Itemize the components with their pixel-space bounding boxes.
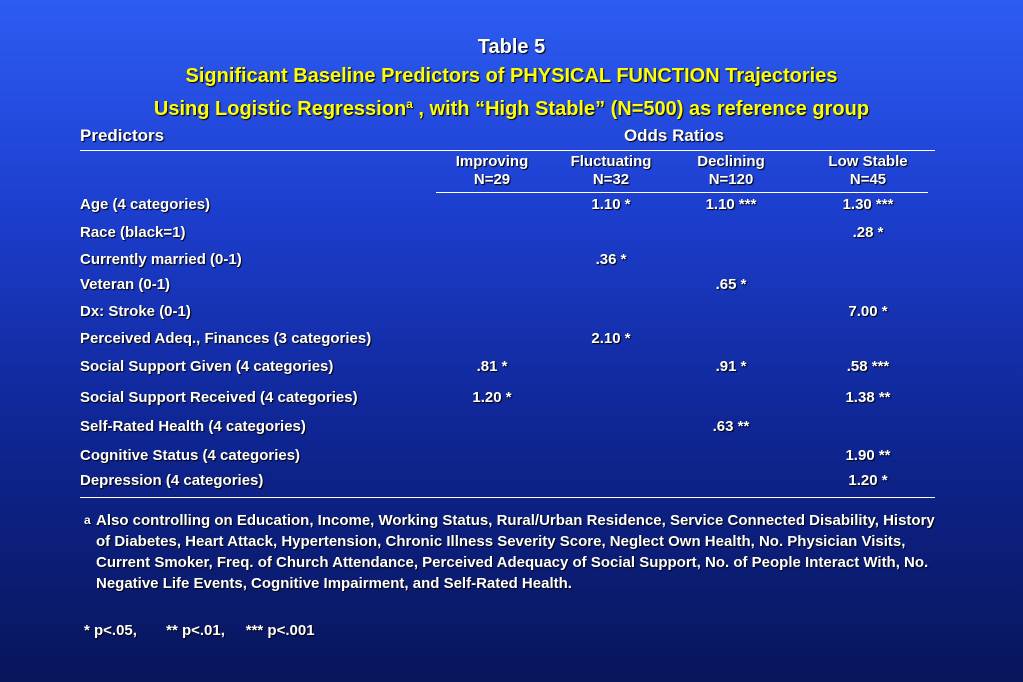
odds-ratio-cell: .36 * [595, 251, 627, 268]
table-row: Depression (4 categories) 1.20 * [0, 472, 1023, 492]
odds-ratio-cell: .58 *** [846, 358, 890, 375]
col-header-improving: Improving N=29 [432, 153, 552, 189]
col-header-n: N=29 [473, 171, 511, 188]
table-row: Currently married (0-1) .36 * [0, 251, 1023, 271]
col-header-fluctuating: Fluctuating N=32 [551, 153, 671, 189]
odds-ratio-cell: 1.90 ** [845, 447, 891, 464]
footnote: a Also controlling on Education, Income,… [84, 510, 944, 594]
odds-ratio-cell: 1.38 ** [845, 389, 891, 406]
predictor-label: Social Support Received (4 categories) [80, 389, 358, 406]
predictors-header: Predictors [80, 126, 165, 145]
predictor-label: Dx: Stroke (0-1) [80, 303, 191, 320]
table-title: Significant Baseline Predictors of PHYSI… [185, 65, 838, 87]
subheader-rule [436, 192, 928, 193]
col-header-n: N=120 [708, 171, 754, 188]
predictor-label: Depression (4 categories) [80, 472, 264, 489]
predictor-label: Cognitive Status (4 categories) [80, 447, 301, 464]
odds-ratio-cell: 1.20 * [848, 472, 888, 489]
table-subtitle: Using Logistic Regressiona , with “High … [0, 90, 1023, 124]
table-number: Table 5 [477, 36, 546, 58]
predictor-label: Race (black=1) [80, 224, 186, 241]
predictor-label: Self-Rated Health (4 categories) [80, 418, 306, 435]
col-header-name: Fluctuating [570, 153, 652, 170]
odds-ratio-cell: .81 * [476, 358, 508, 375]
table-row: Social Support Given (4 categories) .81 *… [0, 358, 1023, 378]
footnote-text: Also controlling on Education, Income, W… [96, 512, 935, 592]
footnote-mark: a [84, 513, 91, 527]
odds-ratio-cell: .91 * [715, 358, 747, 375]
table-row: Social Support Received (4 categories) 1.… [0, 389, 1023, 409]
table-row: Perceived Adeq., Finances (3 categories)… [0, 330, 1023, 350]
odds-ratio-cell: .65 * [715, 276, 747, 293]
table-row: Race (black=1) .28 * [0, 224, 1023, 244]
col-header-n: N=45 [849, 171, 887, 188]
subtitle-footnote-mark: a [406, 97, 413, 111]
table-row: Veteran (0-1) .65 * [0, 276, 1023, 296]
footer-rule [80, 497, 935, 498]
predictor-label: Perceived Adeq., Finances (3 categories) [80, 330, 372, 347]
table-row: Age (4 categories) 1.10 * 1.10 *** 1.30 *** [0, 196, 1023, 216]
odds-ratio-cell: .63 ** [712, 418, 750, 435]
odds-ratio-cell: 2.10 * [591, 330, 631, 347]
predictor-label: Currently married (0-1) [80, 251, 242, 268]
odds-ratio-cell: 1.20 * [472, 389, 512, 406]
table-row: Self-Rated Health (4 categories) .63 ** [0, 418, 1023, 438]
odds-ratio-cell: 1.10 * [591, 196, 631, 213]
significance-legend: * p<.05, ** p<.01, *** p<.001 [84, 622, 315, 639]
header-rule [80, 150, 935, 151]
odds-ratio-cell: .28 * [852, 224, 884, 241]
subtitle-main: Using Logistic Regression [153, 98, 407, 120]
col-header-n: N=32 [592, 171, 630, 188]
subtitle-rest: , with “High Stable” (N=500) as referenc… [412, 98, 870, 120]
col-header-name: Low Stable [828, 153, 908, 170]
predictor-label: Veteran (0-1) [80, 276, 171, 293]
col-header-name: Declining [697, 153, 765, 170]
odds-ratios-header: Odds Ratios [623, 126, 725, 145]
col-header-low-stable: Low Stable N=45 [808, 153, 928, 189]
odds-ratio-cell: 1.30 *** [842, 196, 894, 213]
odds-ratio-cell: 7.00 * [848, 303, 888, 320]
col-header-name: Improving [455, 153, 529, 170]
table-row: Cognitive Status (4 categories) 1.90 ** [0, 447, 1023, 467]
odds-ratio-cell: 1.10 *** [705, 196, 757, 213]
predictor-label: Age (4 categories) [80, 196, 211, 213]
table-row: Dx: Stroke (0-1) 7.00 * [0, 303, 1023, 323]
predictor-label: Social Support Given (4 categories) [80, 358, 334, 375]
col-header-declining: Declining N=120 [671, 153, 791, 189]
